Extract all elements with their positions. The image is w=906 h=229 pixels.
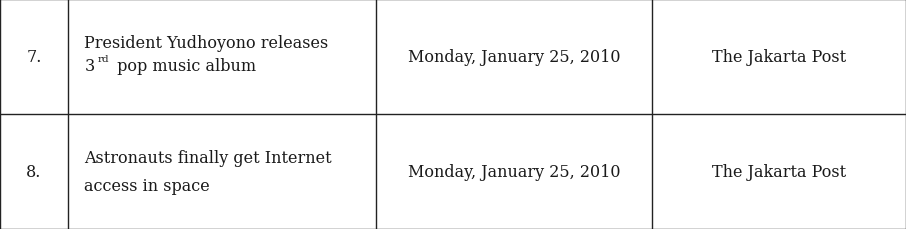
Text: The Jakarta Post: The Jakarta Post [712,163,846,180]
Text: The Jakarta Post: The Jakarta Post [712,49,846,66]
Text: Astronauts finally get Internet: Astronauts finally get Internet [84,150,332,166]
Text: Monday, January 25, 2010: Monday, January 25, 2010 [408,163,621,180]
Text: access in space: access in space [84,177,210,194]
Text: 8.: 8. [26,163,42,180]
Text: rd: rd [98,55,109,64]
Text: 7.: 7. [26,49,42,66]
Text: pop music album: pop music album [112,58,256,75]
Text: 3: 3 [84,58,94,75]
Text: Monday, January 25, 2010: Monday, January 25, 2010 [408,49,621,66]
Text: President Yudhoyono releases: President Yudhoyono releases [84,35,329,52]
